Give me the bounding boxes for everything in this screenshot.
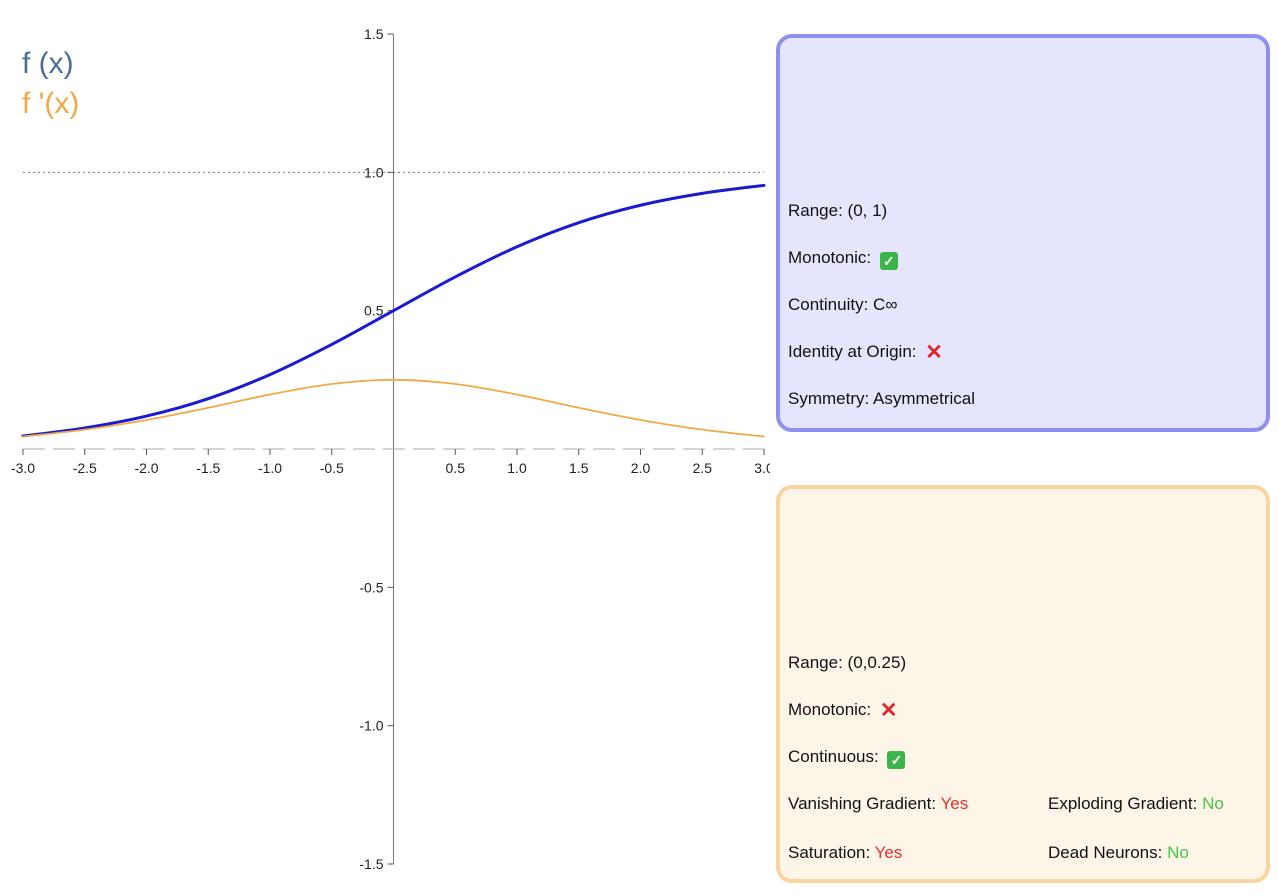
- saturation-label: Saturation:: [788, 843, 871, 862]
- dead-neurons: Dead Neurons: No: [1048, 843, 1189, 863]
- fx-monotonic-label: Monotonic:: [788, 248, 872, 267]
- fx-range-row: Range: (0, 1): [788, 201, 1266, 248]
- dfx-range-row: Range: (0,0.25): [788, 653, 1266, 700]
- x-tick-label: -1.0: [258, 460, 282, 476]
- check-icon: ✓: [887, 751, 906, 769]
- fx-range: Range: (0, 1): [788, 201, 888, 220]
- y-tick-label: -1.0: [359, 718, 383, 734]
- fx-continuity-row: Continuity: C∞: [788, 295, 1266, 342]
- dfx-continuous-row: Continuous: ✓: [788, 747, 1266, 794]
- y-tick-label: -0.5: [359, 579, 383, 595]
- dfx-monotonic-label: Monotonic:: [788, 700, 872, 719]
- fx-identity-label: Identity at Origin:: [788, 342, 917, 361]
- series-fx-line: [21, 183, 766, 438]
- x-tick-label: -0.5: [320, 460, 344, 476]
- dfx-continuous-label: Continuous:: [788, 747, 879, 766]
- fx-identity-row: Identity at Origin: ✕: [788, 342, 1266, 389]
- x-tick-label: 0.5: [446, 460, 466, 476]
- x-tick-label: -2.0: [134, 460, 158, 476]
- dfx-gradient-row: Vanishing Gradient: Yes Exploding Gradie…: [788, 794, 1266, 843]
- exploding-gradient: Exploding Gradient: No: [1048, 794, 1224, 814]
- x-tick-label: -3.0: [11, 460, 35, 476]
- x-tick-label: 1.0: [507, 460, 527, 476]
- dead-neurons-label: Dead Neurons:: [1048, 843, 1163, 862]
- y-tick-label: -1.5: [359, 856, 383, 872]
- y-tick-label: 0.5: [364, 303, 384, 319]
- vanishing-gradient-value: Yes: [940, 794, 969, 813]
- check-icon: ✓: [879, 252, 898, 270]
- legend: f (x) f '(x): [22, 44, 79, 124]
- dfx-range: Range: (0,0.25): [788, 653, 907, 672]
- x-tick-label: 3.0: [754, 460, 770, 476]
- x-tick-label: 2.0: [631, 460, 651, 476]
- derivative-properties-panel: Range: (0,0.25) Monotonic: ✕ Continuous:…: [776, 485, 1270, 883]
- dead-neurons-value: No: [1167, 843, 1189, 862]
- exploding-gradient-value: No: [1202, 794, 1224, 813]
- vanishing-gradient-label: Vanishing Gradient:: [788, 794, 937, 813]
- fx-symmetry: Symmetry: Asymmetrical: [788, 389, 976, 408]
- fx-monotonic-row: Monotonic: ✓: [788, 248, 1266, 295]
- dfx-saturation-row: Saturation: Yes Dead Neurons: No: [788, 843, 1266, 890]
- function-properties-panel: Range: (0, 1) Monotonic: ✓ Continuity: C…: [776, 34, 1270, 432]
- x-tick-label: -2.5: [73, 460, 97, 476]
- x-tick-label: 2.5: [693, 460, 713, 476]
- y-tick-label: 1.5: [364, 26, 384, 42]
- fx-continuity: Continuity: C∞: [788, 295, 898, 314]
- y-tick-label: 1.0: [364, 164, 384, 180]
- fx-symmetry-row: Symmetry: Asymmetrical: [788, 389, 1266, 436]
- legend-fx: f (x): [22, 47, 74, 80]
- x-tick-label: -1.5: [196, 460, 220, 476]
- dfx-monotonic-row: Monotonic: ✕: [788, 700, 1266, 747]
- x-tick-label: 1.5: [569, 460, 589, 476]
- series-dfx-line: [22, 378, 765, 438]
- function-plot: 1.5 1.0 0.5 -0.5 -1.0 -1.5 -3.0 -2.5 -2.0 -1.5 -1.…: [11, 26, 770, 872]
- legend-dfx: f '(x): [22, 87, 80, 120]
- saturation-value: Yes: [874, 843, 903, 862]
- exploding-gradient-label: Exploding Gradient:: [1048, 794, 1198, 813]
- cross-icon: ✕: [925, 341, 943, 364]
- cross-icon: ✕: [879, 699, 898, 722]
